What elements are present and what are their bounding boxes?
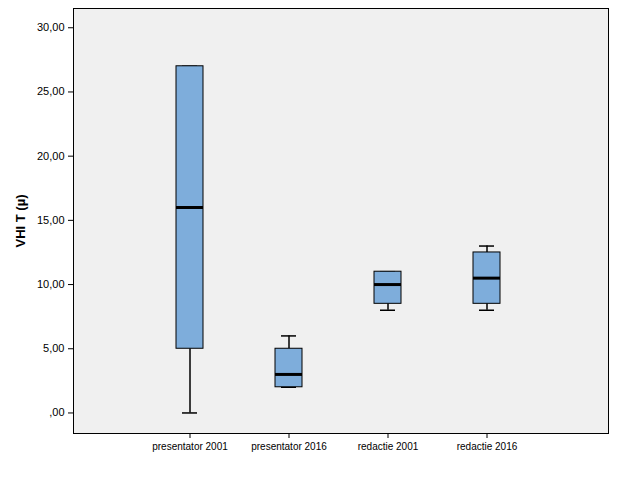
svg-text:5,00: 5,00 bbox=[43, 342, 64, 354]
svg-text:10,00: 10,00 bbox=[37, 278, 65, 290]
svg-text:,00: ,00 bbox=[49, 406, 64, 418]
svg-text:presentator 2001: presentator 2001 bbox=[152, 441, 228, 452]
svg-text:VHI T (µ): VHI T (µ) bbox=[13, 195, 28, 248]
svg-text:presentator 2016: presentator 2016 bbox=[251, 441, 327, 452]
svg-text:30,00: 30,00 bbox=[37, 21, 65, 33]
svg-text:20,00: 20,00 bbox=[37, 150, 65, 162]
svg-text:redactie 2001: redactie 2001 bbox=[358, 441, 419, 452]
svg-text:15,00: 15,00 bbox=[37, 214, 65, 226]
svg-text:25,00: 25,00 bbox=[37, 85, 65, 97]
svg-text:redactie 2016: redactie 2016 bbox=[457, 441, 518, 452]
